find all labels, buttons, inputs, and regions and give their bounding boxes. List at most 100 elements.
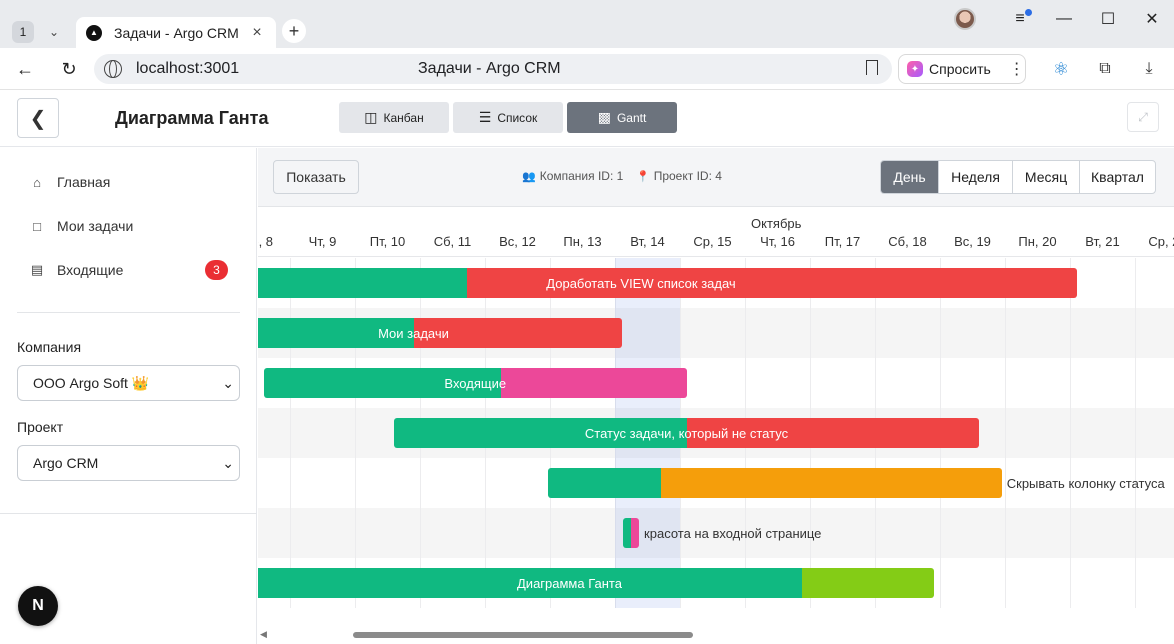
bookmark-icon[interactable] [866, 60, 878, 75]
window-controls: ≡ — ☐ ✕ [954, 0, 1174, 38]
clipboard-icon: □ [33, 218, 41, 234]
day-label: Ср, 22 [1148, 234, 1174, 249]
browser-tabbar: 1 ⌄ ▲ Задачи - Argo CRM × + ≡ — ☐ ✕ [0, 0, 1174, 48]
project-label: Проект [17, 419, 64, 435]
minimize-icon[interactable]: — [1056, 10, 1072, 27]
scale-week-button[interactable]: Неделя [938, 161, 1012, 193]
profile-avatar[interactable] [954, 8, 976, 30]
gantt-task-bar[interactable] [548, 468, 1002, 498]
back-arrow-icon[interactable]: ← [16, 58, 34, 79]
home-icon: ⌂ [33, 174, 41, 190]
grid-line [1005, 258, 1006, 608]
day-label: Чт, 9 [308, 234, 337, 249]
sparkle-icon: ✦ [907, 61, 923, 77]
grid-line [290, 258, 291, 608]
day-label: Пт, 17 [824, 234, 861, 249]
reload-icon[interactable]: ↻ [61, 58, 77, 79]
company-select[interactable]: ООО Argo Soft 👑 ⌄ [17, 365, 240, 401]
sidebar: ⌂ Главная □ Мои задачи ▤ Входящие 3 Комп… [0, 148, 257, 644]
gantt-timeline-header: Октябрь Ср, 8 Чт, 9 Пт, 10 Сб, 11 Вс, 12 Пн, … [258, 208, 1174, 257]
view-switcher: ◫ Канбан ☰ Список ▩ Gantt [339, 102, 677, 133]
sidebar-item-label: Мои задачи [57, 218, 134, 234]
react-devtools-icon[interactable]: ⚛ [1052, 58, 1070, 79]
gantt-controls: Показать 👥 Компания ID: 1 📍 Проект ID: 4… [258, 148, 1174, 207]
view-kanban-button[interactable]: ◫ Канбан [339, 102, 449, 133]
close-window-icon[interactable]: ✕ [1145, 11, 1159, 28]
more-dots-icon[interactable]: ⋮ [1008, 61, 1025, 78]
browser-menu-icon[interactable]: ≡ [998, 0, 1042, 38]
task-label: красота на входной странице [644, 525, 822, 541]
horizontal-scrollbar[interactable]: ◀ [258, 626, 1174, 644]
sidebar-divider [17, 312, 240, 313]
company-label: Компания [17, 339, 82, 355]
project-select[interactable]: Argo CRM ⌄ [17, 445, 240, 481]
task-progress-segment [258, 318, 414, 348]
task-label: Статус задачи, который не статус [584, 425, 789, 441]
gantt-task-bar[interactable]: Входящие [264, 368, 687, 398]
show-button[interactable]: Показать [273, 160, 359, 194]
day-label: Ср, 8 [258, 234, 274, 249]
task-remaining-segment [802, 568, 934, 598]
app-root: ❮ Диаграмма Ганта ◫ Канбан ☰ Список ▩ Ga… [0, 90, 1174, 644]
task-label: Мои задачи [378, 325, 449, 341]
task-remaining-segment [500, 368, 687, 398]
sidebar-item-home[interactable]: ⌂ Главная [30, 167, 240, 197]
task-remaining-segment [686, 418, 979, 448]
inbox-count-badge: 3 [205, 260, 228, 280]
scroll-left-icon[interactable]: ◀ [260, 629, 267, 639]
task-label: Входящие [444, 375, 507, 391]
nextjs-dev-badge[interactable]: N [18, 586, 58, 626]
day-label: Пн, 20 [1018, 234, 1057, 249]
browser-toolbar: ← ↻ localhost:3001 Задачи - Argo CRM ✦ С… [0, 48, 1174, 90]
gantt-task-bar[interactable]: Диаграмма Ганта [258, 568, 934, 598]
address-url[interactable]: localhost:3001 [136, 60, 240, 77]
tab-counter[interactable]: 1 ⌄ [8, 17, 70, 47]
chevron-down-icon: ⌄ [222, 375, 234, 391]
task-label: Доработать VIEW список задач [546, 275, 736, 291]
task-remaining-segment [466, 268, 1077, 298]
list-icon: ☰ [478, 109, 492, 125]
collections-icon[interactable]: ⧉ [1099, 60, 1111, 77]
maximize-icon[interactable]: ☐ [1100, 11, 1116, 28]
task-progress-segment [548, 468, 662, 498]
triangle-favicon-icon: ▲ [86, 24, 102, 41]
scale-quarter-button[interactable]: Квартал [1079, 161, 1155, 193]
gantt-panel: Показать 👥 Компания ID: 1 📍 Проект ID: 4… [258, 148, 1174, 644]
tab-list-chevron-icon[interactable]: ⌄ [48, 25, 60, 39]
task-remaining-segment [413, 318, 622, 348]
scale-day-button[interactable]: День [881, 161, 938, 193]
gantt-body: Доработать VIEW список задач Мои задачи Вх… [258, 258, 1174, 608]
app-header: ❮ Диаграмма Ганта ◫ Канбан ☰ Список ▩ Ga… [0, 90, 1174, 147]
page-title: Диаграмма Ганта [115, 108, 269, 128]
back-button[interactable]: ❮ [17, 98, 59, 138]
company-meta-text: Компания ID: 1 [539, 169, 624, 183]
gantt-row [258, 508, 1174, 558]
project-meta: 📍 Проект ID: 4 [636, 169, 722, 183]
sidebar-item-inbox[interactable]: ▤ Входящие 3 [30, 255, 240, 285]
sidebar-item-my-tasks[interactable]: □ Мои задачи [30, 211, 240, 241]
gantt-task-bar[interactable]: Статус задачи, который не статус [394, 418, 979, 448]
day-label: Вс, 19 [954, 234, 991, 249]
sidebar-divider [0, 513, 257, 514]
day-label: Вс, 12 [499, 234, 536, 249]
scrollbar-thumb[interactable] [353, 632, 693, 638]
tab-count-badge[interactable]: 1 [12, 21, 34, 43]
address-bar[interactable]: localhost:3001 Задачи - Argo CRM [94, 54, 892, 84]
scale-month-button[interactable]: Месяц [1012, 161, 1079, 193]
ask-assistant-button[interactable]: ✦ Спросить ⋮ [898, 54, 1026, 84]
grid-line [1135, 258, 1136, 608]
gantt-task-bar[interactable]: Мои задачи [258, 318, 622, 348]
day-label: Сб, 11 [433, 234, 472, 249]
gantt-task-bar[interactable]: Доработать VIEW список задач [258, 268, 1077, 298]
day-label: Чт, 16 [760, 234, 795, 249]
new-tab-button[interactable]: + [282, 19, 306, 43]
view-gantt-button[interactable]: ▩ Gantt [567, 102, 677, 133]
gantt-task-bar[interactable] [622, 518, 640, 548]
view-list-button[interactable]: ☰ Список [453, 102, 563, 133]
expand-icon[interactable]: ⤢ [1127, 102, 1159, 132]
tab-close-icon[interactable]: × [252, 23, 262, 41]
day-label: Вт, 21 [1085, 234, 1120, 249]
browser-tab-active[interactable]: ▲ Задачи - Argo CRM × [76, 17, 276, 48]
day-label: Сб, 18 [888, 234, 927, 249]
download-icon[interactable]: ⤓ [1145, 60, 1153, 77]
